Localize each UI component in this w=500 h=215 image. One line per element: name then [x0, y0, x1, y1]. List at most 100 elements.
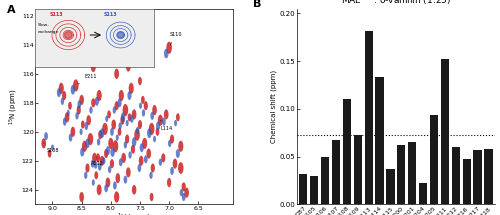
Ellipse shape: [126, 120, 128, 126]
Ellipse shape: [131, 145, 135, 154]
Bar: [462, 159, 471, 204]
Ellipse shape: [78, 100, 81, 108]
Ellipse shape: [170, 134, 174, 144]
Ellipse shape: [116, 173, 120, 183]
Ellipse shape: [120, 116, 124, 125]
Ellipse shape: [128, 83, 134, 94]
Ellipse shape: [132, 109, 136, 120]
Ellipse shape: [176, 113, 180, 121]
Text: S108: S108: [44, 143, 59, 153]
Ellipse shape: [57, 88, 61, 97]
Bar: [376, 77, 384, 204]
Ellipse shape: [80, 129, 82, 135]
Ellipse shape: [112, 120, 116, 130]
Text: A112: A112: [91, 158, 104, 166]
Ellipse shape: [84, 122, 88, 130]
Ellipse shape: [144, 155, 148, 163]
Ellipse shape: [60, 98, 64, 105]
Bar: [310, 176, 318, 204]
Ellipse shape: [153, 136, 156, 142]
Ellipse shape: [167, 178, 172, 187]
Ellipse shape: [98, 130, 102, 139]
Ellipse shape: [105, 115, 108, 122]
Bar: [332, 140, 340, 204]
Bar: [419, 183, 427, 204]
Ellipse shape: [70, 127, 75, 137]
Ellipse shape: [86, 163, 89, 173]
Ellipse shape: [176, 149, 180, 158]
Ellipse shape: [95, 97, 99, 106]
Ellipse shape: [125, 134, 129, 144]
Ellipse shape: [48, 149, 52, 158]
Ellipse shape: [102, 53, 108, 65]
Ellipse shape: [94, 161, 98, 169]
Ellipse shape: [161, 153, 166, 163]
Ellipse shape: [76, 106, 81, 115]
Ellipse shape: [168, 140, 172, 147]
Ellipse shape: [150, 172, 152, 179]
Bar: [386, 169, 394, 204]
Ellipse shape: [55, 33, 59, 42]
Ellipse shape: [104, 149, 108, 158]
Ellipse shape: [184, 187, 189, 198]
Ellipse shape: [68, 134, 72, 142]
Y-axis label: $^{15}$N (ppm): $^{15}$N (ppm): [8, 88, 20, 125]
Ellipse shape: [182, 193, 186, 201]
Ellipse shape: [121, 112, 126, 122]
Ellipse shape: [156, 128, 160, 136]
Ellipse shape: [104, 184, 108, 192]
Ellipse shape: [141, 96, 145, 104]
Ellipse shape: [122, 153, 126, 163]
Bar: [484, 149, 492, 204]
Ellipse shape: [178, 141, 184, 152]
Bar: [299, 174, 308, 204]
Ellipse shape: [138, 77, 142, 85]
Ellipse shape: [98, 163, 102, 171]
Ellipse shape: [114, 101, 118, 110]
Ellipse shape: [96, 184, 102, 195]
Ellipse shape: [80, 192, 84, 202]
Ellipse shape: [180, 189, 183, 196]
Ellipse shape: [62, 91, 66, 100]
Ellipse shape: [138, 164, 141, 172]
Ellipse shape: [178, 162, 184, 174]
Ellipse shape: [164, 109, 168, 120]
Bar: [430, 115, 438, 204]
Ellipse shape: [139, 103, 142, 109]
Ellipse shape: [136, 127, 140, 134]
Ellipse shape: [96, 90, 102, 101]
Ellipse shape: [73, 79, 78, 92]
Ellipse shape: [119, 158, 122, 166]
Ellipse shape: [96, 153, 100, 163]
Ellipse shape: [58, 83, 64, 94]
Ellipse shape: [140, 143, 144, 152]
Ellipse shape: [100, 128, 104, 138]
Ellipse shape: [66, 39, 71, 51]
X-axis label: $^{1}$H (ppm): $^{1}$H (ppm): [118, 212, 151, 215]
Bar: [364, 31, 372, 204]
Ellipse shape: [91, 160, 94, 168]
Bar: [397, 145, 406, 204]
Ellipse shape: [158, 159, 162, 166]
Ellipse shape: [144, 101, 148, 110]
Text: B: B: [253, 0, 262, 9]
Text: S110: S110: [169, 32, 181, 45]
Ellipse shape: [142, 138, 147, 149]
Ellipse shape: [170, 167, 174, 175]
Ellipse shape: [150, 193, 154, 201]
Ellipse shape: [156, 121, 160, 131]
Ellipse shape: [110, 128, 114, 136]
Ellipse shape: [80, 148, 84, 157]
Ellipse shape: [106, 177, 110, 187]
Ellipse shape: [174, 120, 177, 126]
Ellipse shape: [63, 118, 66, 126]
Ellipse shape: [118, 90, 124, 101]
Ellipse shape: [134, 129, 140, 141]
Ellipse shape: [158, 115, 163, 126]
Ellipse shape: [82, 141, 87, 152]
Ellipse shape: [138, 120, 142, 129]
Text: E211: E211: [78, 74, 97, 84]
Y-axis label: Chemical shift (ppm): Chemical shift (ppm): [270, 70, 277, 143]
Ellipse shape: [92, 179, 95, 186]
Ellipse shape: [162, 118, 166, 126]
